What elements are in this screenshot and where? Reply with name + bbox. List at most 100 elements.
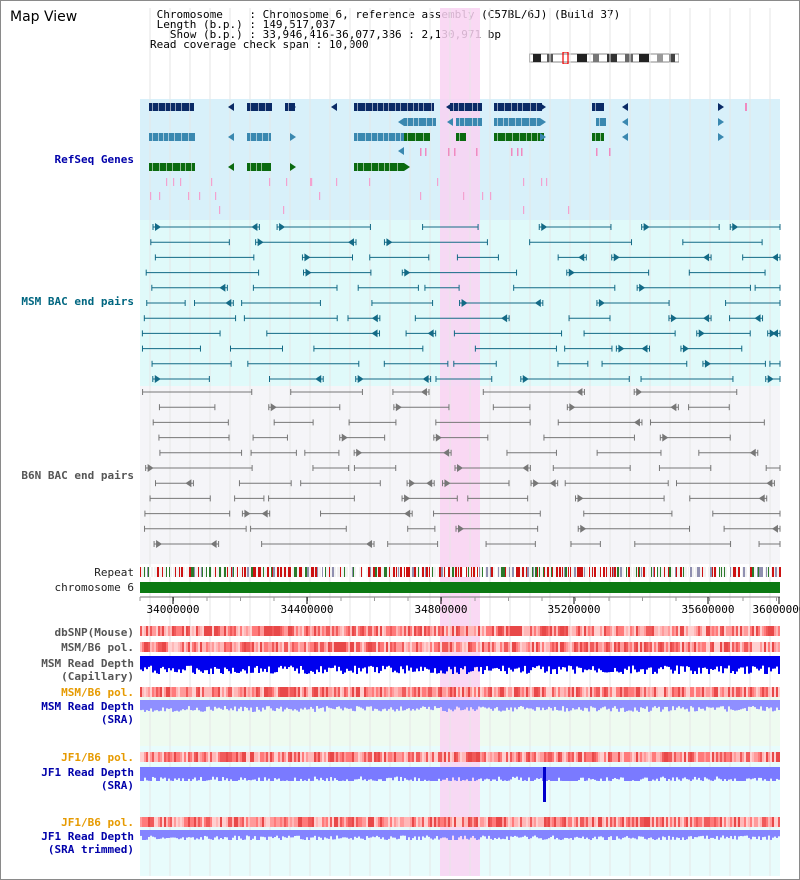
- msm-sra-depth-bar: [398, 700, 400, 711]
- repeat-element: [660, 567, 661, 577]
- jf1-b6-pol-cell: [584, 817, 586, 827]
- msm-b6-pol-cell: [562, 642, 564, 652]
- jf1-b6-pol-cell: [626, 752, 628, 762]
- jf1-sra-depth-bar: [174, 767, 176, 779]
- jf1-sra-depth-bar: [396, 767, 398, 777]
- b6n-bac-pair-arrow: [772, 524, 778, 533]
- msm-b6-pol-cell: [510, 687, 512, 697]
- msm-capillary-depth-bar: [344, 656, 346, 673]
- track-label-msm-b6-pol-1[interactable]: MSM/B6 pol.: [61, 641, 134, 654]
- jf1-b6-pol-cell: [724, 817, 726, 827]
- jf1-sra-depth-bar: [506, 767, 508, 781]
- msm-capillary-depth-bar: [540, 656, 542, 670]
- jf1-b6-pol-cell: [228, 752, 230, 762]
- track-label-msm-depth-capillary[interactable]: MSM Read Depth: [41, 657, 134, 670]
- jf1-b6-pol-cell: [524, 752, 526, 762]
- msm-capillary-depth-bar: [510, 656, 512, 670]
- dbsnp-cell: [404, 626, 406, 636]
- msm-b6-pol-cell: [340, 687, 342, 697]
- msm-capillary-depth-bar: [462, 656, 464, 670]
- msm-b6-pol-cell: [656, 642, 658, 652]
- jf1-sra-depth-bar: [356, 767, 358, 780]
- strand-arrow: [718, 118, 724, 126]
- track-label-msm-depth-sra[interactable]: MSM Read Depth: [41, 700, 134, 713]
- msm-b6-pol-cell: [520, 687, 522, 697]
- msm-b6-pol-cell: [634, 687, 636, 697]
- msm-capillary-depth-bar: [464, 656, 466, 667]
- refseq-gene-block: [149, 133, 195, 141]
- msm-capillary-depth-bar: [570, 656, 572, 667]
- track-label-jf1-b6-pol-1[interactable]: JF1/B6 pol.: [61, 751, 134, 764]
- jf1-b6-pol-cell: [732, 752, 734, 762]
- repeat-element: [714, 567, 716, 577]
- msm-b6-pol-cell: [622, 642, 624, 652]
- track-label-jf1-depth-trimmed[interactable]: JF1 Read Depth: [41, 830, 134, 843]
- msm-sra-depth-bar: [246, 700, 248, 708]
- msm-capillary-depth-bar: [260, 656, 262, 669]
- jf1-b6-pol-cell: [228, 817, 230, 827]
- jf1-b6-pol-cell: [574, 752, 576, 762]
- track-label-jf1-b6-pol-2[interactable]: JF1/B6 pol.: [61, 816, 134, 829]
- msm-sra-depth-bar: [604, 700, 606, 707]
- msm-capillary-depth-bar: [606, 656, 608, 673]
- track-label-refseq[interactable]: RefSeq Genes: [54, 153, 134, 166]
- track-label-msm-bac[interactable]: MSM BAC end pairs: [21, 295, 134, 308]
- repeat-element: [750, 567, 752, 577]
- jf1-b6-pol-cell: [276, 752, 278, 762]
- msm-sra-depth-bar: [404, 700, 406, 711]
- jf1-trimmed-depth-bar: [182, 830, 184, 838]
- jf1-b6-pol-cell: [166, 817, 168, 827]
- track-label-dbsnp[interactable]: dbSNP(Mouse): [54, 626, 134, 639]
- track-label-msm-b6-pol-2[interactable]: MSM/B6 pol.: [61, 686, 134, 699]
- jf1-trimmed-depth-bar: [250, 830, 252, 840]
- jf1-sra-depth-bar: [488, 767, 490, 780]
- jf1-b6-pol-cell: [388, 752, 390, 762]
- exon-stripe: [522, 103, 523, 111]
- jf1-b6-pol-cell: [528, 817, 530, 827]
- msm-b6-pol-cell: [448, 687, 450, 697]
- jf1-b6-pol-cell: [262, 817, 264, 827]
- exon-stripe: [181, 103, 182, 111]
- jf1-b6-pol-cell: [318, 817, 320, 827]
- repeat-element: [537, 567, 538, 577]
- jf1-sra-depth-bar: [548, 767, 550, 780]
- jf1-sra-depth-bar: [436, 767, 438, 781]
- axis-tick-label: 34400000: [281, 603, 334, 616]
- msm-b6-pol-cell: [264, 642, 266, 652]
- jf1-trimmed-depth-bar: [210, 830, 212, 840]
- axis-tick-label: 34800000: [415, 603, 468, 616]
- jf1-trimmed-depth-bar: [424, 830, 426, 838]
- track-label-b6n-bac[interactable]: B6N BAC end pairs: [21, 469, 134, 482]
- jf1-trimmed-depth-bar: [716, 830, 718, 837]
- msm-b6-pol-cell: [274, 687, 276, 697]
- jf1-trimmed-depth-bar: [598, 830, 600, 837]
- msm-capillary-depth-bar: [472, 656, 474, 672]
- jf1-trimmed-depth-bar: [544, 830, 546, 840]
- dbsnp-cell: [416, 626, 418, 636]
- jf1-trimmed-depth-bar: [406, 830, 408, 840]
- dbsnp-cell: [548, 626, 550, 636]
- jf1-b6-pol-cell: [440, 752, 442, 762]
- jf1-b6-pol-cell: [582, 817, 584, 827]
- b6n-bac-pair-arrow: [156, 540, 163, 548]
- track-label-jf1-depth-sra[interactable]: JF1 Read Depth: [41, 766, 134, 779]
- msm-sra-depth-bar: [340, 700, 342, 709]
- jf1-sra-depth-bar: [172, 767, 174, 781]
- msm-b6-pol-cell: [624, 687, 626, 697]
- jf1-trimmed-depth-bar: [644, 830, 646, 839]
- dbsnp-cell: [298, 626, 300, 636]
- msm-b6-pol-cell: [358, 687, 360, 697]
- jf1-b6-pol-cell: [382, 752, 384, 762]
- track-label-chromosome[interactable]: chromosome 6: [54, 581, 134, 594]
- track-label-repeat[interactable]: Repeat: [94, 566, 134, 579]
- repeat-element: [730, 567, 731, 577]
- jf1-b6-pol-cell: [604, 752, 606, 762]
- jf1-b6-pol-cell: [380, 752, 382, 762]
- jf1-sra-depth-bar: [694, 767, 696, 777]
- jf1-b6-pol-cell: [672, 752, 674, 762]
- track-features[interactable]: [140, 103, 781, 840]
- dbsnp-cell: [260, 626, 262, 636]
- jf1-b6-pol-cell: [474, 817, 476, 827]
- strand-arrow: [398, 147, 404, 155]
